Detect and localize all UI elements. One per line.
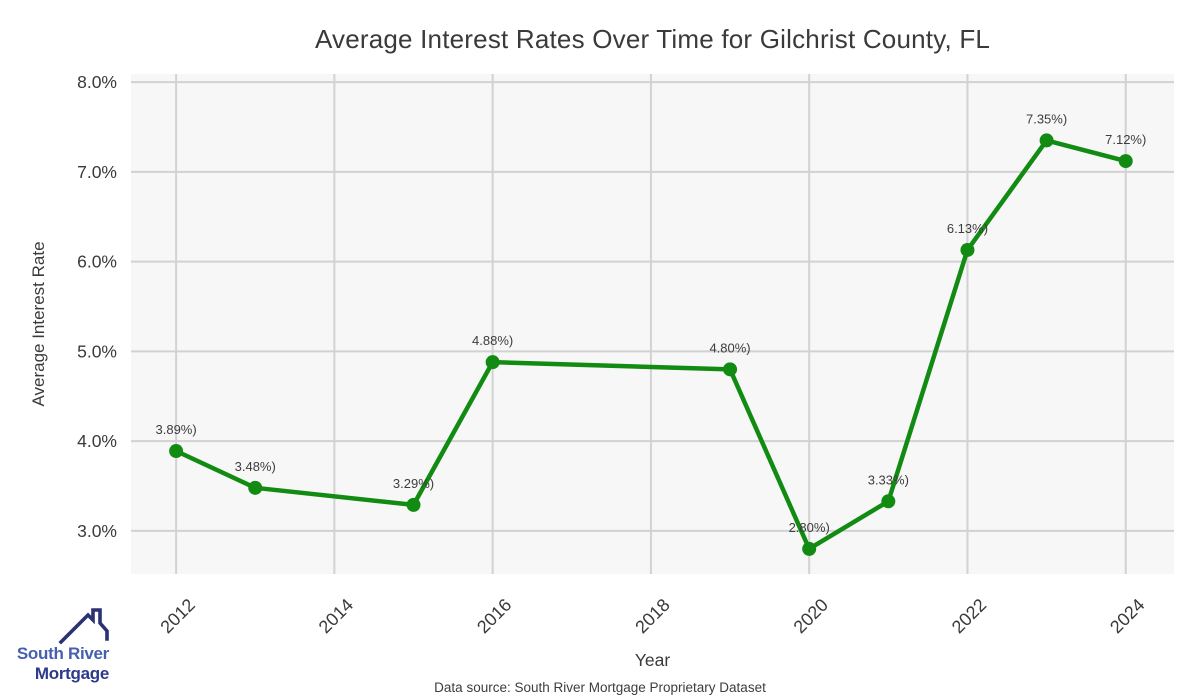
- y-tick-label: 7.0%: [77, 162, 117, 182]
- data-point-marker: [169, 444, 184, 459]
- plot-background: [131, 74, 1174, 574]
- data-point-marker: [1118, 154, 1133, 169]
- south-river-mortgage-logo: South River Mortgage: [14, 606, 114, 690]
- y-tick-label: 6.0%: [77, 252, 117, 272]
- data-point-label: 7.12%): [1105, 132, 1146, 147]
- data-point-label: 7.35%): [1026, 111, 1067, 126]
- series-line: [173, 138, 1128, 552]
- logo-text-line2: Mortgage: [34, 664, 109, 683]
- data-point-label: 3.29%): [393, 476, 434, 491]
- y-tick-label: 8.0%: [77, 72, 117, 92]
- data-point-marker: [723, 362, 738, 377]
- x-tick-label: 2024: [1106, 595, 1148, 637]
- y-tick-label: 4.0%: [77, 431, 117, 451]
- data-point-marker: [802, 541, 817, 556]
- data-point-marker: [1039, 133, 1054, 148]
- data-source-caption: Data source: South River Mortgage Propri…: [434, 680, 766, 695]
- x-tick-label: 2022: [948, 595, 990, 637]
- y-tick-label: 3.0%: [77, 521, 117, 541]
- x-axis-label: Year: [634, 650, 671, 670]
- data-point-label: 2.80%): [789, 520, 830, 535]
- y-tick-label: 5.0%: [77, 341, 117, 361]
- data-point-marker: [406, 497, 421, 512]
- x-tick-label: 2020: [790, 595, 832, 637]
- x-tick-label: 2012: [156, 595, 198, 637]
- house-roof-icon: [58, 608, 109, 645]
- data-point-marker: [881, 494, 896, 509]
- data-point-marker: [248, 480, 263, 495]
- data-point-label: 4.88%): [472, 333, 513, 348]
- data-point-marker: [485, 355, 500, 370]
- logo-text-line1: South River: [16, 644, 109, 663]
- data-point-label: 6.13%): [947, 221, 988, 236]
- data-point-marker: [960, 242, 975, 257]
- x-tick-label: 2018: [631, 595, 673, 637]
- data-point-label: 3.33%): [868, 472, 909, 487]
- data-point-label: 3.89%): [156, 422, 197, 437]
- data-point-label: 3.48%): [235, 459, 276, 474]
- data-point-label: 4.80%): [709, 340, 750, 355]
- x-tick-label: 2014: [315, 595, 357, 637]
- x-tick-label: 2016: [473, 595, 515, 637]
- chart-title: Average Interest Rates Over Time for Gil…: [314, 24, 991, 54]
